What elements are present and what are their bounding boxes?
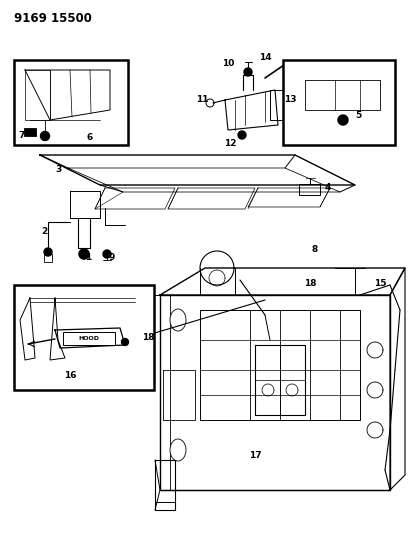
Polygon shape bbox=[338, 115, 348, 125]
Polygon shape bbox=[44, 248, 52, 256]
Text: 13: 13 bbox=[284, 95, 296, 104]
Text: HOOD: HOOD bbox=[79, 335, 99, 341]
Text: 5: 5 bbox=[355, 110, 361, 119]
Polygon shape bbox=[79, 249, 89, 259]
Bar bbox=[44, 254, 52, 262]
Text: 18: 18 bbox=[142, 334, 154, 343]
Bar bbox=[14, 285, 154, 390]
Text: 18: 18 bbox=[304, 279, 316, 287]
Text: 2: 2 bbox=[41, 228, 47, 237]
Bar bbox=[63, 332, 115, 345]
Bar bbox=[14, 60, 128, 145]
Polygon shape bbox=[103, 250, 111, 258]
Text: 10: 10 bbox=[222, 59, 234, 68]
Ellipse shape bbox=[170, 439, 186, 461]
Text: 8: 8 bbox=[312, 246, 318, 254]
Ellipse shape bbox=[170, 309, 186, 331]
Text: 14: 14 bbox=[259, 53, 271, 62]
Text: 3: 3 bbox=[55, 166, 61, 174]
Text: 1: 1 bbox=[85, 254, 91, 262]
Text: 15: 15 bbox=[374, 279, 386, 287]
Text: 9: 9 bbox=[109, 254, 115, 262]
Polygon shape bbox=[41, 132, 49, 141]
Polygon shape bbox=[122, 338, 129, 345]
Polygon shape bbox=[238, 131, 246, 139]
Polygon shape bbox=[244, 68, 252, 76]
Text: 12: 12 bbox=[224, 139, 236, 148]
Text: 4: 4 bbox=[325, 183, 331, 192]
Bar bbox=[283, 60, 395, 145]
Text: 16: 16 bbox=[64, 370, 76, 379]
Text: 11: 11 bbox=[196, 95, 208, 104]
Text: 7: 7 bbox=[19, 132, 25, 141]
Text: 9169 15500: 9169 15500 bbox=[14, 12, 92, 25]
Text: 17: 17 bbox=[249, 450, 261, 459]
Bar bbox=[24, 128, 36, 136]
Text: 6: 6 bbox=[87, 133, 93, 142]
